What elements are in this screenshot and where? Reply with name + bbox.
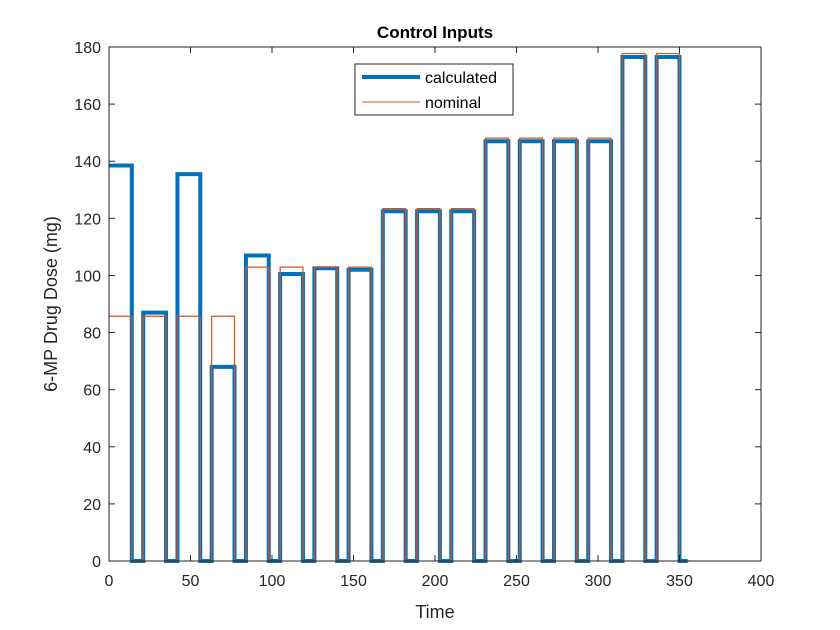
x-tick-label: 150 bbox=[340, 573, 367, 590]
y-tick-label: 180 bbox=[74, 40, 101, 57]
legend-label-nominal: nominal bbox=[425, 95, 481, 112]
chart-title: Control Inputs bbox=[377, 23, 493, 42]
y-tick-label: 60 bbox=[83, 383, 101, 400]
y-tick-label: 40 bbox=[83, 440, 101, 457]
y-tick-label: 20 bbox=[83, 497, 101, 514]
legend-label-calculated: calculated bbox=[425, 70, 497, 87]
x-axis-ticks: 0 50 100 150 200 250 300 350 400 bbox=[105, 47, 775, 590]
series-layer bbox=[109, 52, 691, 563]
x-tick-label: 100 bbox=[259, 573, 286, 590]
y-tick-label: 120 bbox=[74, 211, 101, 228]
x-tick-label: 200 bbox=[422, 573, 449, 590]
plot-area bbox=[109, 47, 761, 561]
y-tick-label: 80 bbox=[83, 326, 101, 343]
x-axis-label: Time bbox=[415, 602, 454, 622]
y-tick-label: 160 bbox=[74, 97, 101, 114]
x-tick-label: 400 bbox=[748, 573, 775, 590]
y-tick-label: 0 bbox=[92, 554, 101, 571]
x-tick-label: 300 bbox=[585, 573, 612, 590]
y-axis-label: 6-MP Drug Dose (mg) bbox=[41, 216, 61, 392]
x-tick-label: 350 bbox=[666, 573, 693, 590]
x-tick-label: 0 bbox=[105, 573, 114, 590]
x-tick-label: 50 bbox=[182, 573, 200, 590]
legend-box bbox=[354, 63, 514, 116]
y-tick-label: 140 bbox=[74, 154, 101, 171]
y-axis-ticks: 0 20 40 60 80 100 120 140 160 180 bbox=[74, 40, 761, 571]
legend: calculated nominal bbox=[354, 63, 514, 116]
y-tick-label: 100 bbox=[74, 268, 101, 285]
x-tick-label: 250 bbox=[503, 573, 530, 590]
series-line-nominal bbox=[109, 52, 691, 562]
